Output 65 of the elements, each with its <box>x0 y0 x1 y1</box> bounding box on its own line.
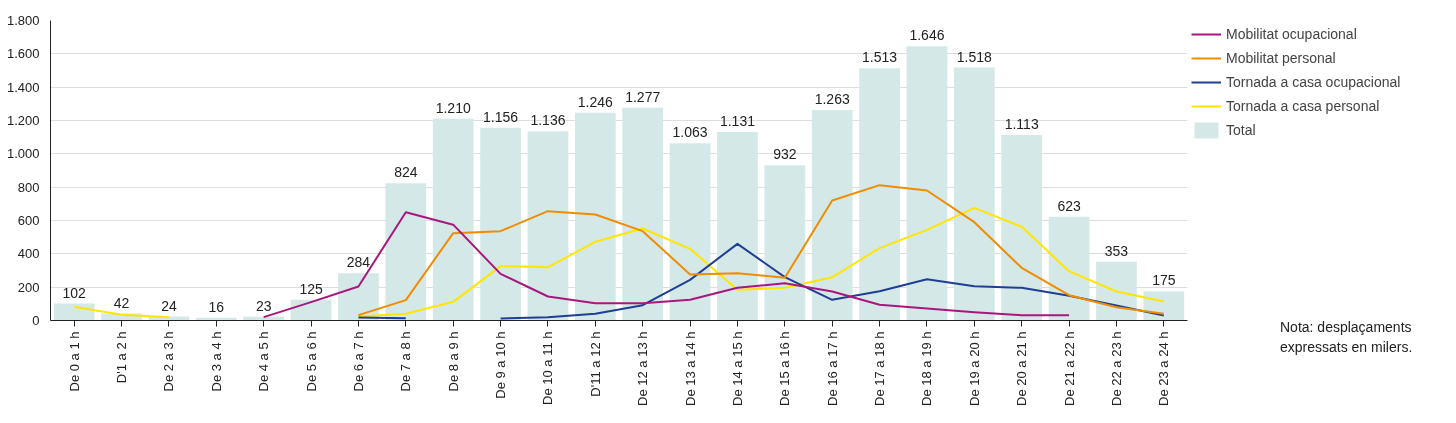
x-tick-label: De 4 a 5 h <box>256 331 272 392</box>
data-label: 1.136 <box>530 112 566 129</box>
data-label: 1.113 <box>1004 116 1039 132</box>
legend-label: Mobilitat ocupacional <box>1226 26 1357 42</box>
legend-label: Mobilitat personal <box>1226 50 1336 66</box>
data-label: 1.513 <box>862 49 898 66</box>
data-label: 16 <box>208 298 225 315</box>
y-tick-label: 1.000 <box>6 146 40 162</box>
x-tick-label: De 16 a 17 h <box>824 331 840 406</box>
data-label: 42 <box>113 294 130 311</box>
x-tick-label: De 18 a 19 h <box>919 331 935 406</box>
data-label: 1.263 <box>814 91 850 107</box>
y-tick-label: 600 <box>17 213 40 228</box>
y-tick-label: 400 <box>17 246 40 262</box>
data-label: 1.210 <box>435 99 471 116</box>
x-tick-label: D'1 a 2 h <box>114 331 130 384</box>
x-tick-label: De 8 a 9 h <box>445 331 461 392</box>
y-tick-label: 0 <box>32 313 40 328</box>
x-tick-label: De 5 a 6 h <box>303 331 319 392</box>
x-tick-label: De 2 a 3 h <box>161 331 177 392</box>
x-tick-label: De 10 a 11 h <box>540 331 556 405</box>
y-tick-label: 1.600 <box>6 46 40 62</box>
x-tick-label: De 12 a 13 h <box>635 331 651 406</box>
y-tick-label: 1.400 <box>6 79 40 95</box>
data-label: 175 <box>1152 272 1176 289</box>
data-label: 1.246 <box>577 93 614 110</box>
data-label: 1.518 <box>956 48 993 65</box>
x-tick-label: De 14 a 15 h <box>729 331 745 406</box>
data-label: 125 <box>299 280 323 297</box>
x-tick-label: De 7 a 8 h <box>398 331 414 392</box>
y-tick-label: 800 <box>17 179 40 195</box>
y-tick-label: 1.800 <box>6 13 40 28</box>
x-tick-label: De 22 a 23 h <box>1108 331 1124 406</box>
data-label: 284 <box>346 254 371 271</box>
data-label: 23 <box>255 297 272 314</box>
y-tick-label: 1.200 <box>6 113 40 128</box>
x-tick-label: De 0 a 1 h <box>66 331 82 392</box>
x-tick-label: De 17 a 18 h <box>872 331 888 406</box>
legend-label: Tornada a casa personal <box>1226 98 1380 114</box>
legend-label: Total <box>1226 122 1256 138</box>
data-label: 1.156 <box>483 108 519 125</box>
x-tick-label: De 15 a 16 h <box>777 331 793 406</box>
data-label: 353 <box>1104 242 1129 259</box>
data-label: 1.277 <box>625 88 661 105</box>
data-label: 1.646 <box>909 27 945 44</box>
data-label: 623 <box>1057 197 1081 214</box>
x-tick-label: De 20 a 21 h <box>1014 331 1030 406</box>
bar <box>1143 291 1185 321</box>
x-tick-label: De 3 a 4 h <box>208 331 224 392</box>
text: Nota: desplaçaments expressats en milers. <box>1280 318 1414 357</box>
data-label: 1.131 <box>719 113 756 129</box>
x-tick-label: De 23 a 24 h <box>1156 331 1172 406</box>
x-tick-label: D'11 a 12 h <box>587 331 603 397</box>
x-tick-label: De 9 a 10 h <box>493 331 509 399</box>
legend-label: Tornada a casa ocupacional <box>1226 74 1401 90</box>
data-label: 1.063 <box>672 124 708 141</box>
x-tick-label: De 19 a 20 h <box>966 331 982 406</box>
x-tick-label: De 21 a 22 h <box>1061 331 1077 406</box>
x-tick-label: De 13 a 14 h <box>682 331 698 406</box>
data-label: 932 <box>773 146 797 163</box>
data-label: 102 <box>62 284 87 301</box>
data-label: 24 <box>161 297 177 314</box>
y-tick-label: 200 <box>17 279 40 295</box>
x-tick-label: De 6 a 7 h <box>350 331 366 392</box>
data-label: 824 <box>394 164 418 181</box>
